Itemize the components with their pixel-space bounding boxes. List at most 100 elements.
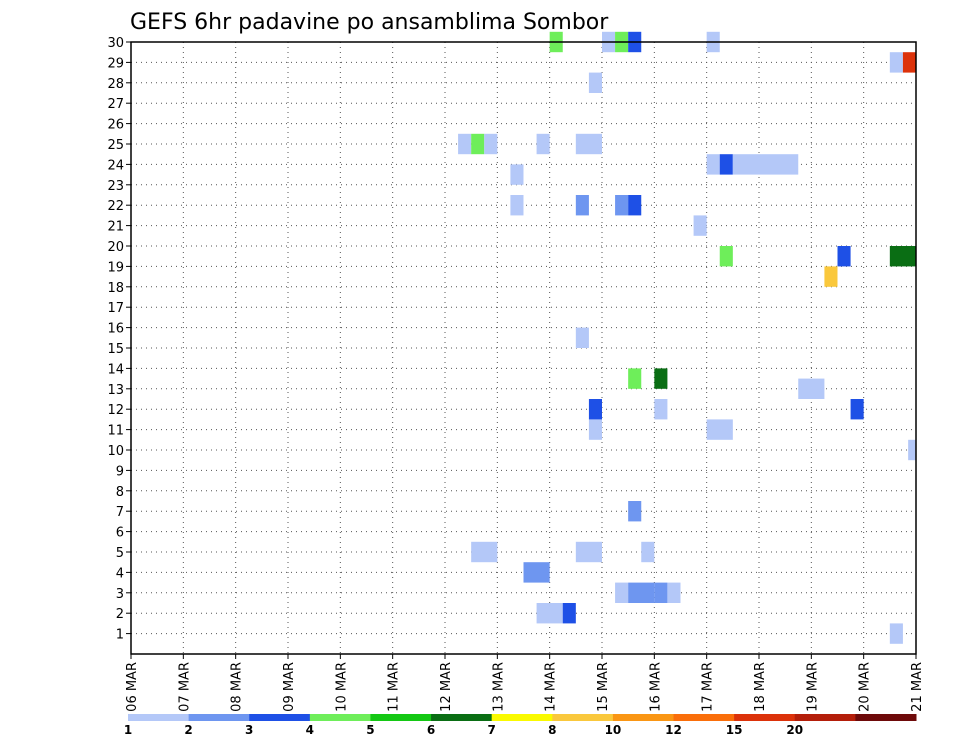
x-tick-label: 07 MAR <box>177 662 192 712</box>
precip-cell <box>654 399 668 420</box>
precip-cell <box>654 368 668 389</box>
colorbar-label: 15 <box>726 723 743 737</box>
precip-cell <box>510 164 524 185</box>
y-tick-label: 1 <box>116 628 124 643</box>
colorbar-label: 20 <box>786 723 803 737</box>
y-tick-label: 23 <box>107 179 124 194</box>
precip-cell <box>628 582 655 603</box>
precip-cell <box>510 195 524 216</box>
precip-cell <box>458 133 472 155</box>
y-tick-label: 29 <box>107 56 124 71</box>
colorbar-swatch <box>612 714 675 721</box>
precip-cell <box>902 52 916 73</box>
y-tick-label: 30 <box>107 36 124 51</box>
y-tick-label: 10 <box>107 444 124 459</box>
y-tick-label: 8 <box>116 485 124 500</box>
colorbar-swatch <box>309 714 371 721</box>
colorbar-label: 3 <box>245 723 253 737</box>
precip-cell <box>588 419 602 440</box>
colorbar-swatch <box>855 714 917 721</box>
y-axis: 1234567891011121314151617181920212223242… <box>107 36 131 643</box>
precip-cell <box>706 154 720 175</box>
x-tick-label: 19 MAR <box>805 662 820 712</box>
precip-cell <box>523 562 550 583</box>
precip-cell <box>798 378 825 399</box>
precip-cell <box>615 582 629 603</box>
y-tick-label: 21 <box>107 220 124 235</box>
y-tick-label: 12 <box>107 403 124 418</box>
y-tick-label: 28 <box>107 77 124 92</box>
x-tick-label: 10 MAR <box>334 662 349 712</box>
y-tick-label: 16 <box>107 322 124 337</box>
x-tick-label: 15 MAR <box>596 662 611 712</box>
y-tick-label: 19 <box>107 260 124 275</box>
precip-cell <box>628 195 642 216</box>
cells-layer <box>458 31 916 644</box>
x-tick-label: 14 MAR <box>544 662 559 712</box>
x-tick-label: 13 MAR <box>491 662 506 712</box>
colorbar-swatch <box>370 714 432 721</box>
precip-cell <box>732 154 799 175</box>
colorbar-label: 5 <box>366 723 374 737</box>
y-tick-label: 27 <box>107 97 124 112</box>
y-tick-label: 18 <box>107 281 124 296</box>
y-tick-label: 4 <box>116 566 124 581</box>
y-tick-label: 5 <box>116 546 124 561</box>
y-tick-label: 15 <box>107 342 124 357</box>
colorbar-swatch <box>431 714 493 721</box>
y-tick-label: 3 <box>116 587 124 602</box>
precip-cell <box>536 133 550 155</box>
precip-cell <box>575 133 602 155</box>
x-tick-label: 17 MAR <box>701 662 716 712</box>
precip-cell <box>889 246 916 267</box>
precip-cell <box>471 541 498 563</box>
colorbar: 1 2 3 4 5 6 7 8 10 12 15 20 <box>124 714 917 737</box>
colorbar-swatch <box>128 714 190 721</box>
precip-cell <box>575 327 589 348</box>
colorbar-label: 8 <box>548 723 556 737</box>
precip-cell <box>667 582 681 603</box>
y-tick-label: 6 <box>116 526 124 541</box>
precip-cell <box>706 419 733 440</box>
colorbar-label: 4 <box>306 723 314 737</box>
colorbar-label: 10 <box>605 723 622 737</box>
precip-cell <box>628 368 642 389</box>
y-tick-label: 20 <box>107 240 124 255</box>
x-tick-label: 09 MAR <box>282 662 297 712</box>
x-tick-label: 12 MAR <box>439 662 454 712</box>
y-tick-label: 26 <box>107 118 124 133</box>
x-tick-label: 06 MAR <box>125 662 140 712</box>
y-tick-label: 7 <box>116 505 124 520</box>
precip-cell <box>889 52 903 73</box>
precip-cell <box>850 399 864 420</box>
colorbar-label: 6 <box>427 723 435 737</box>
precip-cell <box>615 195 629 216</box>
x-tick-label: 20 MAR <box>858 662 873 712</box>
colorbar-label: 1 <box>124 723 132 737</box>
y-tick-label: 11 <box>107 424 124 439</box>
chart-title: GEFS 6hr padavine po ansamblima Sombor <box>130 10 609 35</box>
y-tick-label: 24 <box>107 158 124 173</box>
y-tick-label: 2 <box>116 607 124 622</box>
colorbar-swatch <box>552 714 614 721</box>
y-tick-label: 22 <box>107 199 124 214</box>
precip-cell <box>562 603 576 624</box>
precip-cell <box>889 623 903 644</box>
precip-cell <box>484 133 498 155</box>
x-tick-label: 08 MAR <box>230 662 245 712</box>
x-tick-label: 11 MAR <box>387 662 402 712</box>
colorbar-label: 2 <box>184 723 192 737</box>
x-tick-label: 18 MAR <box>753 662 768 712</box>
x-tick-label: 16 MAR <box>648 662 663 712</box>
colorbar-swatch <box>734 714 796 721</box>
precip-cell <box>628 501 642 522</box>
colorbar-swatch <box>491 714 553 721</box>
colorbar-swatch <box>188 714 250 721</box>
y-tick-label: 14 <box>107 362 124 377</box>
precip-cell <box>693 215 707 236</box>
precip-cell <box>719 246 733 267</box>
x-tick-label: 21 MAR <box>910 662 925 712</box>
x-axis: 06 MAR 07 MAR 08 MAR 09 MAR 10 MAR 11 MAR 12 M… <box>125 654 925 712</box>
precip-cell <box>908 439 916 461</box>
